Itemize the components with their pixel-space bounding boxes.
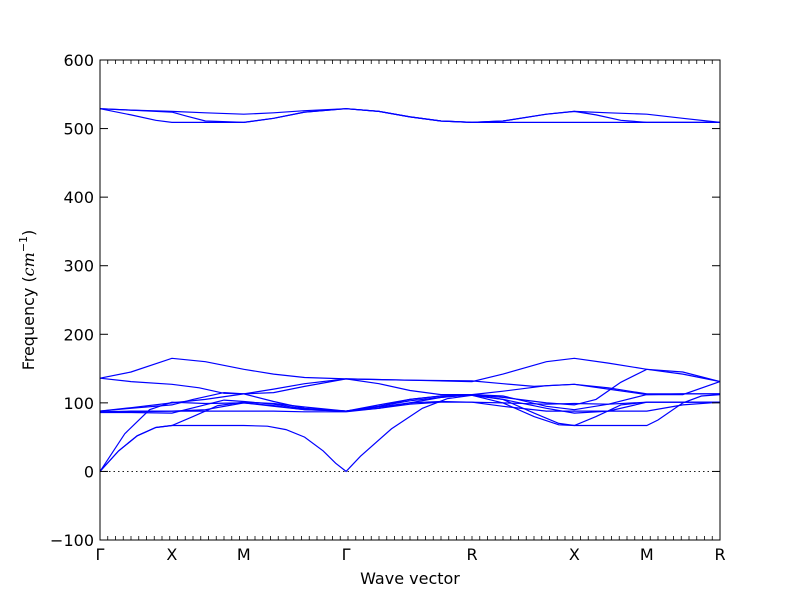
y-tick-labels: −100 0 100 200 300 400 500 600 [50, 51, 94, 550]
plot-area [99, 108, 721, 473]
band-line-6 [99, 378, 721, 412]
y-tick-label: 400 [63, 188, 94, 207]
y-tick-label: 600 [63, 51, 94, 70]
y-tick-label: 500 [63, 120, 94, 139]
ticks-layer [99, 59, 721, 541]
y-axis-label-unit: cm [19, 252, 38, 276]
y-tick-label: 100 [63, 394, 94, 413]
y-tick-label: 0 [84, 462, 94, 481]
band-line-5 [99, 377, 720, 395]
band-line-9 [99, 400, 720, 413]
y-axis-label-close: ) [19, 230, 38, 236]
y-tick-label: 300 [63, 257, 94, 276]
band-line-13 [99, 393, 720, 472]
x-tick-label: Γ [96, 545, 105, 564]
x-tick-label: R [466, 545, 477, 564]
x-axis-label: Wave vector [360, 569, 460, 588]
y-axis-label-text: Frequency ( [19, 276, 38, 370]
x-tick-label: X [166, 545, 177, 564]
x-tick-label: M [640, 545, 654, 564]
band-line-12 [99, 394, 721, 473]
y-axis-label: Frequency (cm−1) [17, 230, 38, 371]
y-tick-label: 200 [63, 325, 94, 344]
x-tick-label: X [569, 545, 580, 564]
x-tick-label: Γ [342, 545, 351, 564]
y-tick-label: −100 [50, 531, 94, 550]
y-axis-label-exponent: −1 [17, 236, 30, 252]
x-tick-label: M [237, 545, 251, 564]
band-line-3 [99, 108, 720, 123]
x-tick-label: R [714, 545, 725, 564]
plot-frame [99, 59, 721, 541]
